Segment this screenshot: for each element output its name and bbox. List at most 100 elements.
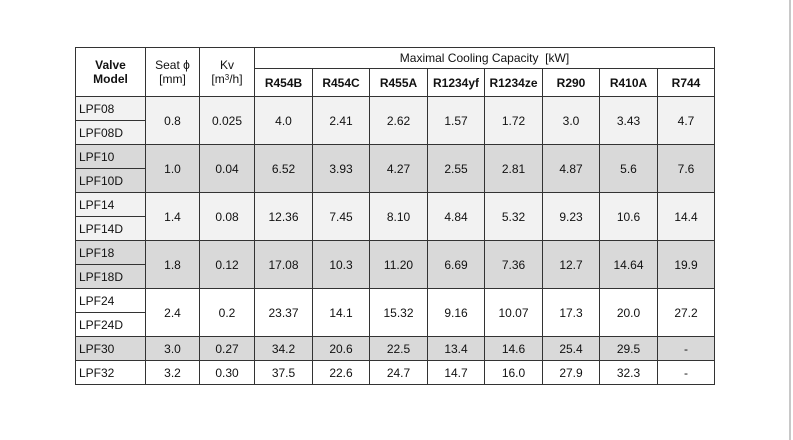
capacity-cell: 14.1 — [312, 288, 370, 337]
capacity-cell: - — [657, 360, 715, 385]
refrigerant-header-row: R454B R454C R455A R1234yf R1234ze R290 R410A R7… — [76, 68, 715, 97]
capacity-cell: 3.93 — [312, 144, 370, 193]
capacity-cell: 7.6 — [657, 144, 715, 193]
header-refrigerant: R455A — [369, 68, 428, 97]
valve-group: LPF30 3.0 0.27 34.2 20.6 22.5 13.4 14.6 25.4 29.5… — [75, 336, 715, 361]
capacity-cell: 15.32 — [369, 288, 428, 337]
capacity-cell: 22.5 — [369, 336, 428, 361]
header-seat: Seat ϕ [mm] — [145, 47, 200, 97]
capacity-cell: 10.3 — [312, 240, 370, 289]
table-row: LPF32 3.2 0.30 37.5 22.6 24.7 14.7 16.0 27.9 32.3… — [75, 360, 715, 385]
capacity-cell: 4.84 — [427, 192, 485, 241]
seat-cell: 3.0 — [145, 336, 200, 361]
capacity-cell: 4.0 — [254, 96, 313, 145]
capacity-cell: 14.7 — [427, 360, 485, 385]
capacity-cell: 9.16 — [427, 288, 485, 337]
capacity-cell: 11.20 — [369, 240, 428, 289]
header-kv-unit: [m3/h] — [211, 72, 242, 86]
table-row: LPF18D — [75, 264, 715, 289]
header-kv: Kv [m3/h] — [199, 47, 255, 97]
table-row: LPF14 1.4 0.08 12.36 7.45 8.10 4.84 5.32 9.23 10.… — [75, 192, 715, 241]
capacity-cell: 14.6 — [484, 336, 543, 361]
capacity-cell: 20.6 — [312, 336, 370, 361]
kv-cell: 0.12 — [199, 240, 255, 289]
table-row: LPF10 1.0 0.04 6.52 3.93 4.27 2.55 2.81 4.87 5.6 7… — [75, 144, 715, 193]
valve-group: LPF08 0.8 0.025 4.0 2.41 2.62 1.57 1.72 3.0 3.43 4… — [75, 96, 715, 145]
capacity-cell: 2.62 — [369, 96, 428, 145]
capacity-cell: 2.55 — [427, 144, 485, 193]
valve-model-cell: LPF14D — [75, 216, 146, 241]
capacity-cell: 34.2 — [254, 336, 313, 361]
capacity-cell: 12.36 — [254, 192, 313, 241]
capacity-cell: 20.0 — [599, 288, 658, 337]
header-seat-line1: Seat ϕ — [155, 58, 190, 72]
seat-cell: 0.8 — [145, 96, 200, 145]
capacity-cell: 4.27 — [369, 144, 428, 193]
capacity-cell: 29.5 — [599, 336, 658, 361]
valve-model-cell: LPF30 — [75, 336, 146, 361]
capacity-cell: 14.64 — [599, 240, 658, 289]
kv-cell: 0.2 — [199, 288, 255, 337]
table-row: LPF18 1.8 0.12 17.08 10.3 11.20 6.69 7.36 12.7 14… — [75, 240, 715, 289]
seat-cell: 1.0 — [145, 144, 200, 193]
valve-group: LPF10 1.0 0.04 6.52 3.93 4.27 2.55 2.81 4.87 5.6 7… — [75, 144, 715, 193]
capacity-cell: 1.72 — [484, 96, 543, 145]
valve-model-cell: LPF08 — [75, 96, 146, 121]
capacity-cell: 3.43 — [599, 96, 658, 145]
table-row: LPF24D — [75, 312, 715, 337]
header-kv-unit-pre: [m — [211, 72, 225, 86]
valve-group: LPF14 1.4 0.08 12.36 7.45 8.10 4.84 5.32 9.23 10.… — [75, 192, 715, 241]
capacity-cell: 6.69 — [427, 240, 485, 289]
valve-model-cell: LPF24D — [75, 312, 146, 337]
capacity-cell: 2.81 — [484, 144, 543, 193]
capacity-cell: 23.37 — [254, 288, 313, 337]
capacity-cell: 7.45 — [312, 192, 370, 241]
valve-group: LPF18 1.8 0.12 17.08 10.3 11.20 6.69 7.36 12.7 14… — [75, 240, 715, 289]
kv-cell: 0.27 — [199, 336, 255, 361]
header-refrigerant: R1234yf — [427, 68, 485, 97]
capacity-cell: 12.7 — [542, 240, 600, 289]
header-valve-model-line1: Valve — [95, 58, 126, 72]
valve-model-cell: LPF18D — [75, 264, 146, 289]
capacity-cell: 17.3 — [542, 288, 600, 337]
valve-model-cell: LPF18 — [75, 240, 146, 265]
seat-cell: 3.2 — [145, 360, 200, 385]
seat-cell: 2.4 — [145, 288, 200, 337]
header-refrigerant: R410A — [599, 68, 658, 97]
table-row: LPF30 3.0 0.27 34.2 20.6 22.5 13.4 14.6 25.4 29.5… — [75, 336, 715, 361]
header-refrigerant: R1234ze — [484, 68, 543, 97]
capacity-cell: - — [657, 336, 715, 361]
valve-model-cell: LPF24 — [75, 288, 146, 313]
capacity-cell: 17.08 — [254, 240, 313, 289]
header-kv-unit-post: /h] — [229, 72, 243, 86]
valve-model-cell: LPF14 — [75, 192, 146, 217]
table-row: LPF10D — [75, 168, 715, 193]
header-kv-line1: Kv — [219, 58, 234, 72]
kv-cell: 0.025 — [199, 96, 255, 145]
capacity-cell: 25.4 — [542, 336, 600, 361]
seat-cell: 1.4 — [145, 192, 200, 241]
capacity-cell: 3.0 — [542, 96, 600, 145]
kv-cell: 0.04 — [199, 144, 255, 193]
capacity-cell: 5.32 — [484, 192, 543, 241]
valve-model-cell: LPF10 — [75, 144, 146, 169]
header-capacity-title: Maximal Cooling Capacity [kW] — [254, 47, 715, 69]
table-row: LPF08D — [75, 120, 715, 145]
kv-cell: 0.08 — [199, 192, 255, 241]
table-row: LPF24 2.4 0.2 23.37 14.1 15.32 9.16 10.07 17.3 20… — [75, 288, 715, 337]
capacity-cell: 4.87 — [542, 144, 600, 193]
header-refrigerant: R454C — [312, 68, 370, 97]
capacity-cell: 8.10 — [369, 192, 428, 241]
valve-group: LPF24 2.4 0.2 23.37 14.1 15.32 9.16 10.07 17.3 20… — [75, 288, 715, 337]
capacity-cell: 32.3 — [599, 360, 658, 385]
capacity-cell: 10.07 — [484, 288, 543, 337]
capacity-cell: 19.9 — [657, 240, 715, 289]
capacity-cell: 9.23 — [542, 192, 600, 241]
capacity-cell: 6.52 — [254, 144, 313, 193]
valve-group: LPF32 3.2 0.30 37.5 22.6 24.7 14.7 16.0 27.9 32.3… — [75, 360, 715, 385]
capacity-cell: 7.36 — [484, 240, 543, 289]
capacity-cell: 13.4 — [427, 336, 485, 361]
valve-model-cell: LPF10D — [75, 168, 146, 193]
header-refrigerant: R454B — [254, 68, 313, 97]
capacity-cell: 27.2 — [657, 288, 715, 337]
